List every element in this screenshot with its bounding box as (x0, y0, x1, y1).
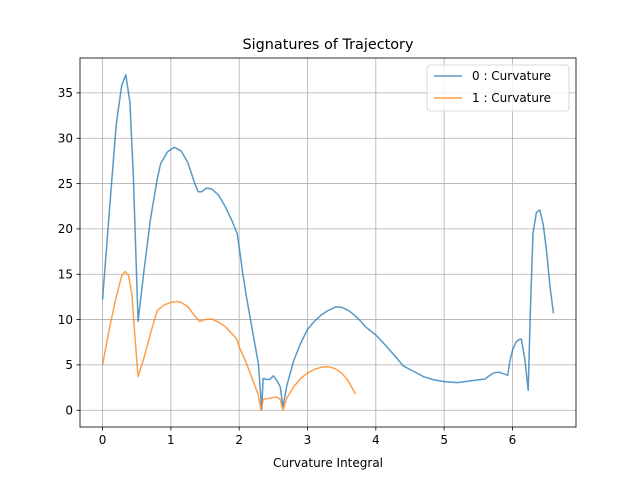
legend-label-1: 1 : Curvature (472, 91, 551, 105)
grid (80, 58, 576, 427)
y-tick-label-1: 5 (65, 358, 73, 372)
x-tick-label-5: 5 (440, 433, 448, 447)
y-tick-label-2: 10 (58, 313, 73, 327)
x-tick-label-3: 3 (304, 433, 312, 447)
x-axis-ticks: 0 1 2 3 4 5 6 (99, 427, 517, 447)
y-axis-ticks: 0 5 10 15 20 25 30 35 (58, 86, 80, 418)
plot-background (80, 58, 576, 427)
x-tick-label-6: 6 (509, 433, 517, 447)
axes-frame (79, 57, 577, 428)
y-tick-label-3: 15 (58, 268, 73, 282)
x-tick-label-1: 1 (167, 433, 175, 447)
y-tick-label-6: 30 (58, 132, 73, 146)
x-tick-label-0: 0 (99, 433, 107, 447)
legend-label-0: 0 : Curvature (472, 69, 551, 83)
legend: 0 : Curvature 1 : Curvature (426, 64, 570, 112)
series-line-1 (101, 270, 356, 411)
series-layer (101, 74, 555, 411)
series-line-0 (101, 74, 555, 411)
y-tick-label-4: 20 (58, 222, 73, 236)
legend-box (426, 64, 570, 112)
plot-area: 0 1 2 3 4 5 6 0 5 10 15 20 25 30 35 (58, 57, 577, 447)
y-tick-label-7: 35 (58, 86, 73, 100)
y-tick-label-5: 25 (58, 177, 73, 191)
x-tick-label-2: 2 (235, 433, 243, 447)
x-axis-label: Curvature Integral (273, 456, 383, 470)
x-tick-label-4: 4 (372, 433, 380, 447)
chart-title: Signatures of Trajectory (243, 37, 414, 53)
y-tick-label-0: 0 (65, 404, 73, 418)
